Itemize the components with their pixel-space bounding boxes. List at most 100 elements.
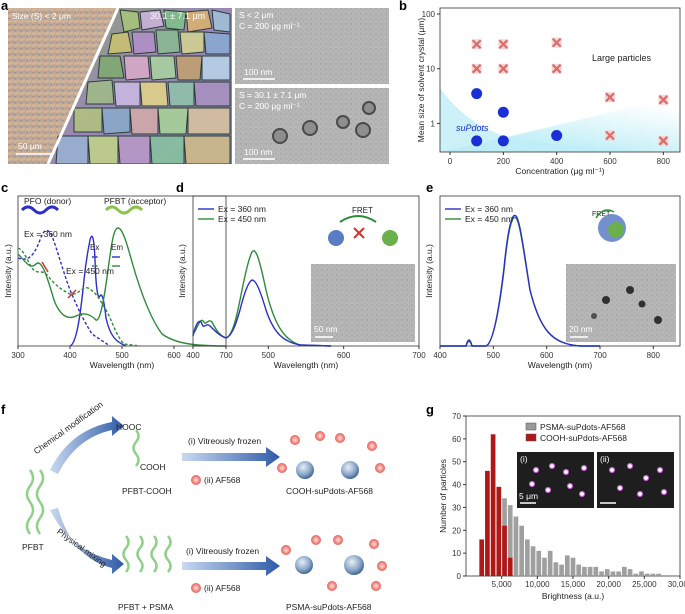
c-xtick-label: 400 [63,351,77,360]
e-xtick-label: 800 [647,351,661,360]
panel-b-ylabel: Mean size of solvent crystal (μm) [416,18,426,143]
pfo-absorption-curve [17,229,111,347]
panel-g-frame [465,415,681,577]
panel-d-ylabel: Intensity (a.u.) [177,244,187,298]
cross-marker [471,63,482,74]
pfbt-cooh-label: PFBT-COOH [122,486,172,496]
g-ytick-label: 70 [452,412,461,421]
g-xtick-label: 10,000 [525,580,550,589]
size-label-large: 30.1 ± 7.1 μm [150,11,206,21]
b-ytick-label: 1 [431,119,436,128]
inset-i [517,452,594,508]
supdots-marker [497,135,509,147]
optical-micrograph: Size (S) < 2 μm 30.1 ± 7.1 μm 50 μm [8,8,232,164]
cross-marker-bg [658,135,669,146]
step2-bottom: (ii) AF568 [204,583,241,593]
d-fret-label: FRET [352,206,373,215]
arrow-450-icon [67,289,77,299]
psma-bar [576,564,582,576]
em-legend-label: Em [111,243,123,252]
b-ytick-label: 100 [422,10,436,19]
g-xtick-label: 5,000 [492,580,513,589]
supdots-marker [471,135,483,147]
e-xtick-label: 700 [593,351,607,360]
d-legend-360: Ex = 360 nm [218,204,266,214]
step1-bottom: (i) Vitreously frozen [186,546,259,556]
tem1-scale-label: 100 nm [244,67,273,77]
g-xtick-label: 25,000 [632,580,657,589]
micrograph-image [8,8,232,164]
pfbt-emission-curve [17,227,227,347]
psma-bar [519,525,524,576]
psma-bar [587,566,593,576]
b-xtick-label: 400 [550,157,564,166]
e-tem-inset: 20 nm [566,264,676,342]
psma-bar [513,516,519,576]
pfbt-chains-icon [25,469,45,535]
supdots-marker [471,88,483,100]
ex450-label-c: Ex = 450 nm [66,266,114,276]
cross-marker-bg [605,92,615,103]
supdots-region-core [440,88,680,152]
cooh-product-label: COOH-suPdots-AF568 [286,486,373,496]
inset-ii-label: (ii) [600,454,610,464]
cross-marker [605,92,615,103]
panel-g-ylabel: Number of particles [438,459,448,533]
cross-marker-bg [471,63,482,74]
supdots-region [440,95,680,152]
cross-marker [498,63,509,74]
panel-e-ylabel: Intensity (a.u.) [424,244,434,298]
cooh-label: COOH [140,462,166,472]
cross-marker [658,95,669,105]
psma-bar [570,557,576,576]
psma-bar [599,571,604,576]
c-xtick-label: 300 [11,351,25,360]
cross-marker [658,136,669,146]
g-ytick-label: 50 [452,458,461,467]
e-fret-schematic-icon [595,209,626,242]
b-xtick-label: 600 [603,157,617,166]
pfbt-label-f: PFBT [22,542,44,552]
e-xtick-label: 600 [540,351,554,360]
cross-marker [551,63,562,74]
inset-scale-label: 5 μm [519,491,538,501]
psma-supdots-product-icon [281,535,387,591]
d-fret-schematic-icon [328,215,398,246]
step-arrow-bottom-icon [182,556,280,576]
tem2-size: S = 30.1 ± 7.1 μm [239,90,307,100]
psma-bar [553,562,559,576]
psma-bar [656,573,661,576]
c-xtick-label: 700 [219,351,233,360]
psma-bar [525,539,530,576]
psma-bar [610,571,616,576]
large-particles-label: Large particles [592,53,652,63]
cross-marker-bg [551,37,562,48]
cross-marker [471,39,482,50]
cross-marker-bg [471,39,482,50]
c-xtick-label: 500 [115,351,129,360]
psma-bar [644,573,650,576]
tem1-size: S < 2 μm [239,10,274,20]
psma-bar [530,546,536,576]
psma-bar [502,498,507,576]
psma-bar [547,550,553,576]
cross-marker-bg [498,39,509,50]
cooh-bar [485,470,490,576]
b-xtick-label: 800 [657,157,671,166]
scale-bar-label-optical: 50 μm [18,141,42,151]
ex360-label-c: Ex = 360 nm [24,229,72,239]
hooc-label: HOOC [116,422,142,432]
chem-mod-arrow-icon [50,416,124,474]
af568-dye-icon-bottom [191,583,201,593]
panel-label-c: c [1,180,9,195]
supdots-marker [497,106,509,118]
panel-label-e: e [426,180,434,195]
cross-marker [498,39,509,50]
pfo-label: PFO (donor) [24,196,71,206]
g-ytick-label: 20 [452,526,461,535]
c-xtick-label: 600 [167,351,181,360]
supdots-marker [551,130,563,142]
psma-bar [593,566,599,576]
d-legend-450: Ex = 450 nm [218,214,266,224]
psma-bar [542,557,547,576]
